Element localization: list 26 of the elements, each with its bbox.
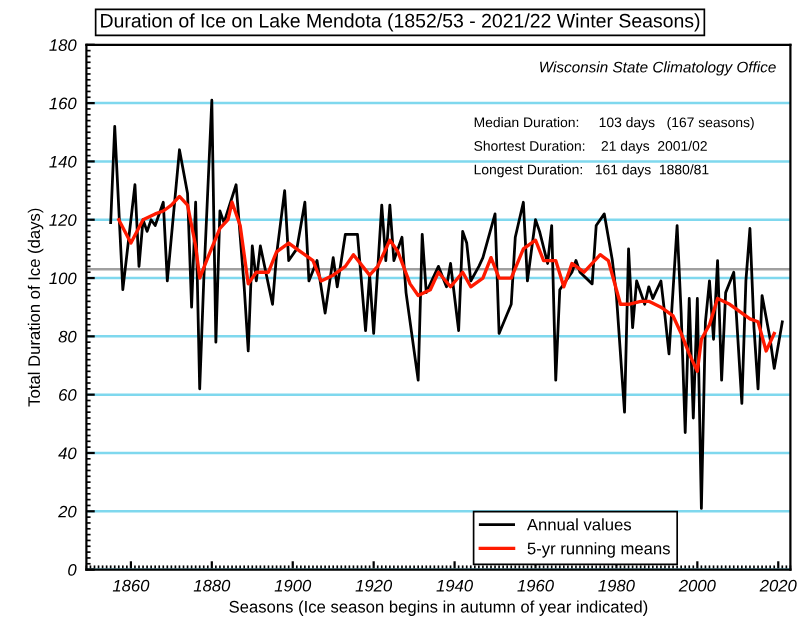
y-tick-label: 0 (68, 564, 77, 576)
y-tick-label: 20 (58, 505, 77, 518)
x-tick-label: 1880 (193, 579, 231, 592)
line-series (117, 194, 776, 374)
x-tick-label: 1860 (112, 579, 150, 592)
y-tick-label: 120 (49, 214, 77, 226)
y-tick-label: 180 (49, 39, 77, 51)
y-axis-title: Total Duration of Ice (days) (27, 208, 44, 407)
y-tick-label: 60 (59, 389, 77, 401)
chart-title: Duration of Ice on Lake Mendota (1852/53 - 2021/22 Winter Seasons) (101, 13, 700, 32)
legend-label: 5-yr running means (527, 542, 670, 558)
line-series (109, 98, 784, 510)
x-tick-label: 2000 (678, 579, 716, 592)
y-tick-label: 40 (58, 447, 77, 460)
y-tick-label: 80 (58, 330, 77, 343)
x-tick-label: 2020 (759, 579, 797, 592)
x-tick-label: 1920 (355, 579, 393, 592)
y-tick-label: 100 (49, 272, 77, 285)
x-axis-title: Seasons (Ice season begins in autumn of year indicated) (229, 600, 648, 616)
x-tick-label: 1940 (436, 579, 473, 592)
x-tick-label: 1980 (598, 579, 635, 592)
legend-label: Annual values (526, 518, 632, 531)
y-tick-label: 140 (49, 155, 77, 168)
x-tick-label: 1900 (274, 579, 312, 592)
y-tick-label: 160 (49, 97, 77, 110)
x-tick-label: 1960 (517, 579, 554, 592)
